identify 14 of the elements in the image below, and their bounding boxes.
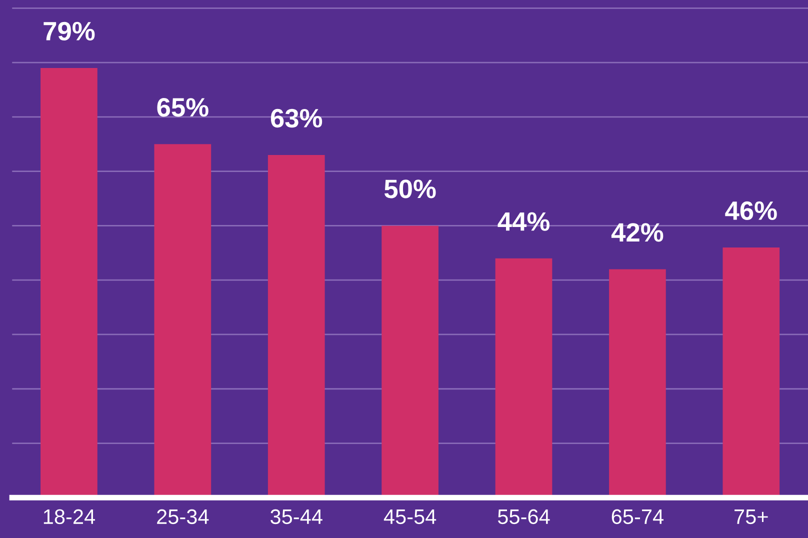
x-tick-label: 45-54 <box>384 510 436 524</box>
x-tick-label: 55-64 <box>498 509 550 524</box>
data-label: 46% <box>725 201 777 220</box>
data-label: 65% <box>157 98 208 117</box>
data-label: 50% <box>384 180 436 198</box>
data-label: 79% <box>44 22 95 41</box>
data-label: 63% <box>270 108 322 128</box>
x-tick-label: 75+ <box>734 510 768 524</box>
data-label: 42% <box>611 223 664 242</box>
x-tick-label: 65-74 <box>612 509 664 524</box>
x-tick-label: 35-44 <box>270 509 322 524</box>
data-label: 44% <box>498 212 550 231</box>
x-tick-label: 18-24 <box>44 509 96 524</box>
x-tick-label: 25-34 <box>157 509 209 524</box>
